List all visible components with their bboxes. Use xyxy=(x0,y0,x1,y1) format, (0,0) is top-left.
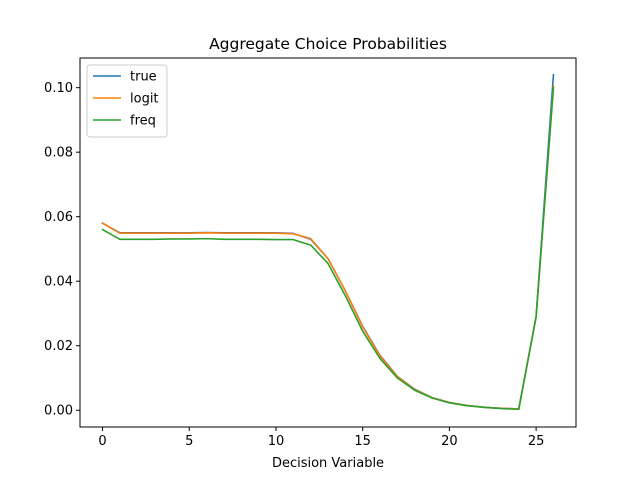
y-axis-ticks: 0.00 0.02 0.04 0.06 0.08 0.10 xyxy=(44,81,80,419)
x-tick-label: 15 xyxy=(354,434,371,449)
x-axis-label: Decision Variable xyxy=(272,456,384,471)
series-layer xyxy=(101,73,555,411)
y-tick-label: 0.10 xyxy=(44,81,73,96)
series-line-freq xyxy=(101,86,555,411)
y-tick-label: 0.04 xyxy=(44,275,73,290)
y-tick-label: 0.08 xyxy=(44,146,73,161)
chart-title: Aggregate Choice Probabilities xyxy=(209,35,447,53)
x-tick-label: 5 xyxy=(185,434,193,449)
y-tick-label: 0.06 xyxy=(44,210,73,225)
x-tick-label: 0 xyxy=(98,434,106,449)
x-tick-label: 25 xyxy=(528,434,545,449)
y-tick-label: 0.02 xyxy=(44,339,73,354)
x-axis-ticks: 0 5 10 15 20 25 xyxy=(98,427,544,449)
x-tick-label: 10 xyxy=(268,434,285,449)
legend-box xyxy=(86,64,168,138)
x-tick-label: 20 xyxy=(441,434,458,449)
legend-label-logit: logit xyxy=(130,92,159,107)
legend-label-true: true xyxy=(130,70,157,85)
y-tick-label: 0.00 xyxy=(44,404,73,419)
plot-frame xyxy=(79,57,577,428)
legend: true logit freq xyxy=(86,64,168,138)
legend-label-freq: freq xyxy=(130,114,156,129)
